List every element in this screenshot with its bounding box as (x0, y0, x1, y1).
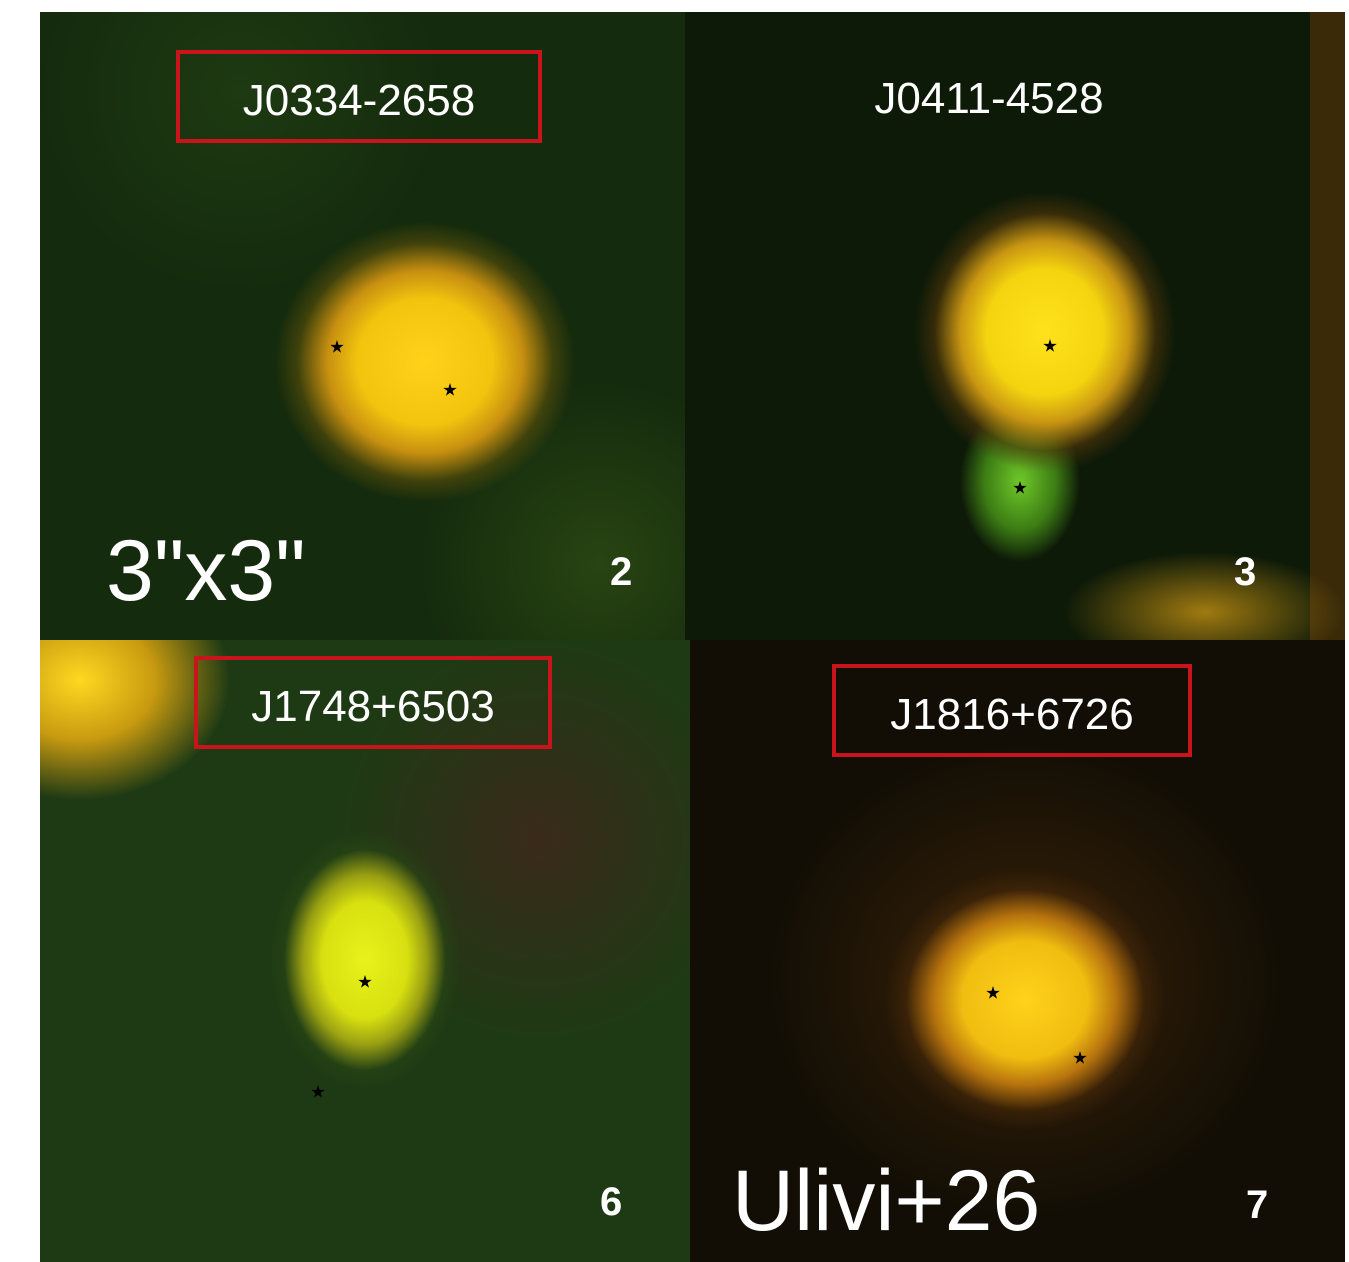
panel-number: 7 (1246, 1183, 1268, 1228)
panel-label: J0411-4528 (806, 52, 1172, 145)
panel-label: J0334-2658 (176, 50, 542, 143)
panel-label: J1816+6726 (832, 664, 1192, 757)
panel-number: 3 (1234, 550, 1256, 595)
panel-label: J1748+6503 (194, 656, 552, 749)
panel-number: 2 (610, 550, 632, 595)
scale-label: 3"x3" (106, 528, 306, 614)
panel-number: 6 (600, 1180, 622, 1225)
page: J0334-2658 J0411-4528 J1748+6503 J1816+6… (0, 0, 1349, 1262)
credit: Ulivi+26 (732, 1158, 1040, 1244)
